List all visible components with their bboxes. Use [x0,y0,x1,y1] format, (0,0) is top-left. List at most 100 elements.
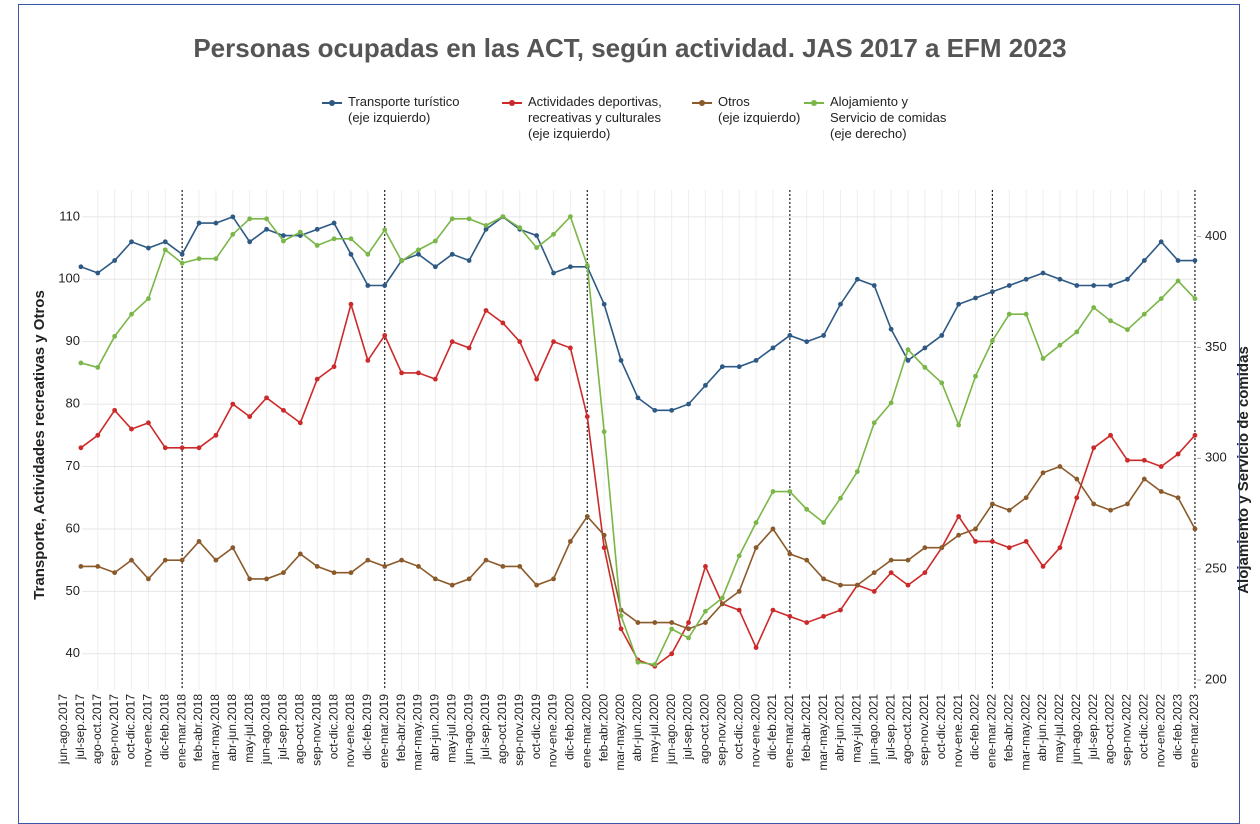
point [973,539,978,544]
legend-marker [699,100,705,106]
x-tick-label: ago-oct.2020 [698,694,712,764]
point [686,620,691,625]
point [365,283,371,288]
point [669,407,675,413]
point [129,426,134,432]
point [146,296,151,302]
point [956,422,962,428]
point [281,233,286,238]
point [112,333,118,339]
point [1006,311,1012,317]
point [112,570,118,576]
point [112,407,118,413]
point [1141,457,1147,463]
point [281,570,286,576]
point [416,247,421,253]
legend-item: Otros (eje izquierdo) [692,94,801,126]
point [584,514,590,519]
legend-item: Transporte turístico (eje izquierdo) [322,94,460,126]
point [990,501,995,507]
point [568,345,573,351]
point [922,570,928,576]
point [922,345,928,351]
x-tick-label: dic-feb.2021 [765,694,779,760]
x-tick-label: mar-may.2021 [816,694,830,771]
x-tick-label: feb-abr.2018 [191,694,205,762]
point [382,283,388,288]
point [179,445,185,451]
point [821,576,826,582]
legend-swatch [502,100,522,106]
x-tick-label: nov-ene.2017 [141,694,155,768]
point [568,264,573,270]
point [568,214,573,220]
x-tick-label: sep-nov.2020 [714,694,728,766]
point [905,347,911,353]
point [1175,278,1181,284]
point [770,345,776,351]
point [129,557,134,563]
point [297,229,303,235]
point [568,539,573,544]
point [399,370,404,376]
x-tick-label: oct-dic.2020 [731,694,745,760]
legend-swatch [692,100,712,106]
point [939,545,945,551]
point [95,270,101,276]
point [382,227,388,233]
point [382,333,388,338]
legend-label: Actividades deportivas, recreativas y cu… [528,94,662,141]
x-tick-label: dic-feb.2020 [563,694,577,760]
point [686,626,691,632]
point [838,607,843,613]
point [1192,296,1198,302]
x-tick-label: jun-ago.2017 [56,694,70,765]
point [348,301,354,307]
point [432,238,438,244]
point [264,226,269,232]
legend-item: Actividades deportivas, recreativas y cu… [502,94,662,142]
legend-label: Otros (eje izquierdo) [718,94,801,125]
point [230,401,236,407]
point [551,270,556,276]
point [264,576,269,582]
point [196,445,202,451]
legend-marker [329,100,335,106]
point [297,551,303,557]
y2-axis-title: Alojamiento y Servicio de comidas [1235,346,1252,594]
point [618,358,624,363]
point [314,376,320,382]
point [146,576,151,582]
point [129,311,134,317]
point [517,225,523,231]
point [854,469,860,474]
point [1006,545,1012,551]
point [551,576,556,582]
point [162,239,168,245]
y-axis-title: Transporte, Actividades recreativas y Ot… [31,290,48,600]
x-tick-label: oct-dic.2017 [124,694,138,760]
point [146,245,151,251]
point [1141,476,1147,482]
point [500,214,506,220]
point [230,545,236,551]
x-tick-label: dic-feb.2018 [157,694,171,760]
x-tick-label: jul-sep.2022 [1086,694,1100,761]
point [922,545,928,551]
point [264,216,269,222]
y-tick-label: 110 [59,208,80,223]
point [1175,495,1181,501]
point [1158,464,1164,469]
point [500,320,506,326]
point [804,506,810,512]
point [787,489,793,494]
point [871,283,877,288]
point [1108,318,1113,324]
point [804,557,810,563]
point [179,251,185,257]
point [990,289,995,295]
point [1074,329,1080,335]
point [719,601,725,607]
x-tick-label: jul-sep.2021 [883,694,897,761]
point [551,339,556,345]
